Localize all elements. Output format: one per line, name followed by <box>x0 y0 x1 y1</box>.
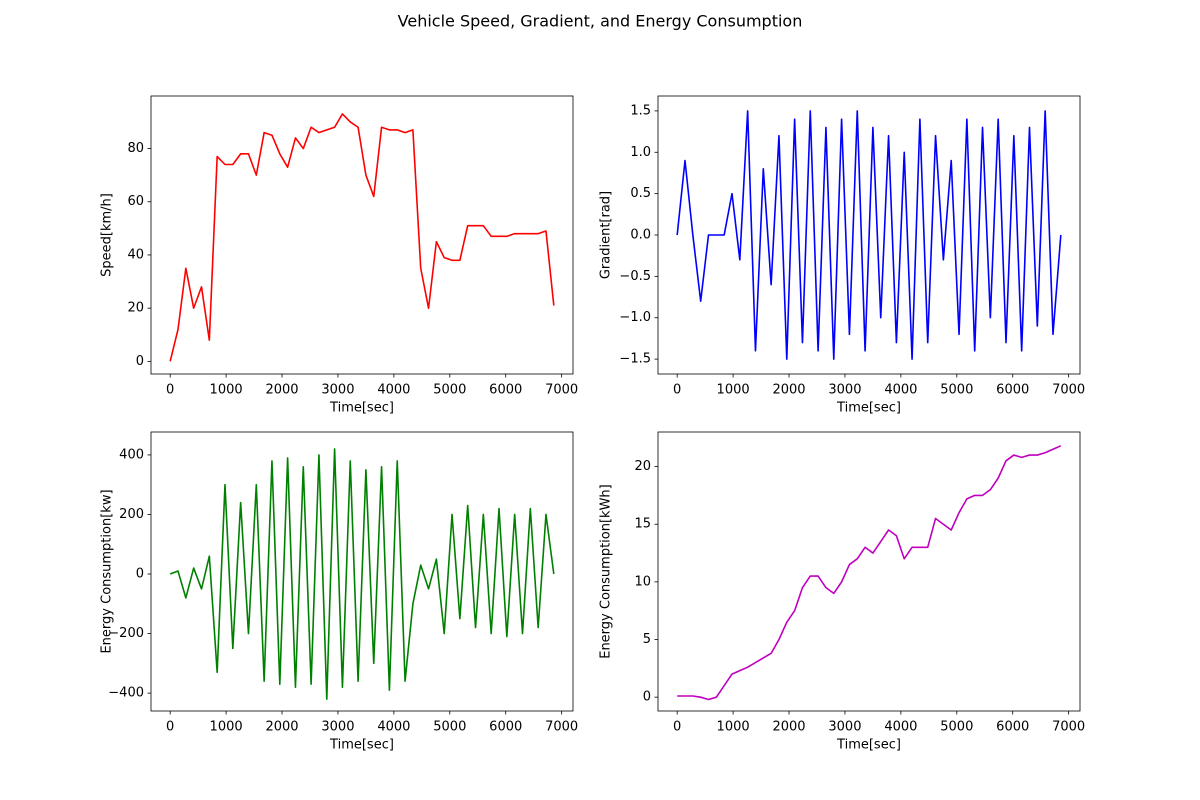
x-tick-label: 1000 <box>210 383 243 398</box>
data-line <box>169 448 555 700</box>
x-tick-label: 4000 <box>884 383 917 398</box>
y-tick-label: 20 <box>634 459 651 474</box>
y-tick-label: 60 <box>127 194 144 209</box>
x-tick-label: 4000 <box>884 720 917 735</box>
x-tick-label: 7000 <box>545 720 578 735</box>
y-tick-label: 1.0 <box>630 145 651 160</box>
y-tick-label: −200 <box>108 626 144 641</box>
x-tick-label: 0 <box>166 383 174 398</box>
y-tick-label: 0.0 <box>630 228 651 243</box>
y-axis-label: Energy Consumption[kWh] <box>599 484 614 659</box>
axes-frame <box>657 431 1081 712</box>
x-tick-label: 0 <box>166 720 174 735</box>
x-axis-label: Time[sec] <box>836 738 901 753</box>
y-tick-label: 15 <box>634 517 651 532</box>
y-tick-label: −1.0 <box>619 310 651 325</box>
subplot: 0 1000 2000 3000 4000 5000 6000 7000 −1.5 −1.0 −0.… <box>599 95 1085 416</box>
x-tick-label: 2000 <box>265 720 298 735</box>
x-tick-label: 6000 <box>489 383 522 398</box>
x-tick-label: 2000 <box>265 383 298 398</box>
subplot: 0 1000 2000 3000 4000 5000 6000 7000 −400 −200 0 20… <box>100 431 578 753</box>
x-axis-label: Time[sec] <box>329 401 394 416</box>
x-tick-label: 7000 <box>1052 383 1085 398</box>
x-tick-label: 5000 <box>433 383 466 398</box>
y-axis-label: Speed[km/h] <box>100 193 115 277</box>
y-tick-label: 20 <box>127 301 144 316</box>
x-tick-label: 0 <box>673 720 681 735</box>
x-tick-label: 4000 <box>377 720 410 735</box>
x-tick-label: 3000 <box>828 383 861 398</box>
axes-frame <box>150 431 574 712</box>
subplot: 0 1000 2000 3000 4000 5000 6000 7000 0 20 40 60 80 Ti… <box>100 95 578 416</box>
x-tick-label: 2000 <box>772 720 805 735</box>
x-tick-label: 4000 <box>377 383 410 398</box>
y-tick-label: 0 <box>136 354 144 369</box>
x-tick-label: 6000 <box>489 720 522 735</box>
y-tick-label: 80 <box>127 141 144 156</box>
x-tick-label: 0 <box>673 383 681 398</box>
data-line <box>677 445 1062 701</box>
x-tick-label: 1000 <box>210 720 243 735</box>
x-tick-label: 6000 <box>996 383 1029 398</box>
y-tick-label: −400 <box>108 686 144 701</box>
y-axis-label: Gradient[rad] <box>599 191 614 279</box>
y-tick-label: 200 <box>119 507 144 522</box>
x-tick-label: 6000 <box>996 720 1029 735</box>
x-tick-label: 3000 <box>828 720 861 735</box>
x-axis-label: Time[sec] <box>836 401 901 416</box>
x-tick-label: 7000 <box>545 383 578 398</box>
y-tick-label: −0.5 <box>619 269 651 284</box>
y-tick-label: 40 <box>127 247 144 262</box>
axes-frame <box>150 95 574 375</box>
y-tick-label: 0 <box>643 690 651 705</box>
subplot: 0 1000 2000 3000 4000 5000 6000 7000 0 5 10 15 20 Tim… <box>599 431 1085 753</box>
y-tick-label: 1.5 <box>630 103 651 118</box>
y-tick-label: 0 <box>136 567 144 582</box>
x-tick-label: 1000 <box>717 720 750 735</box>
figure-title: Vehicle Speed, Gradient, and Energy Cons… <box>398 12 803 31</box>
data-line <box>169 113 555 362</box>
data-line <box>676 110 1062 360</box>
x-tick-label: 5000 <box>940 383 973 398</box>
x-tick-label: 5000 <box>940 720 973 735</box>
y-tick-label: −1.5 <box>619 352 651 367</box>
x-tick-label: 1000 <box>717 383 750 398</box>
y-axis-label: Energy Consumption[kw] <box>100 489 115 653</box>
x-tick-label: 3000 <box>321 383 354 398</box>
x-axis-label: Time[sec] <box>329 738 394 753</box>
x-tick-label: 7000 <box>1052 720 1085 735</box>
x-tick-label: 3000 <box>321 720 354 735</box>
axes-frame <box>657 95 1081 375</box>
x-tick-label: 2000 <box>772 383 805 398</box>
y-tick-label: 400 <box>119 447 144 462</box>
y-tick-label: 0.5 <box>630 186 651 201</box>
y-tick-label: 10 <box>634 574 651 589</box>
y-tick-label: 5 <box>643 632 651 647</box>
x-tick-label: 5000 <box>433 720 466 735</box>
